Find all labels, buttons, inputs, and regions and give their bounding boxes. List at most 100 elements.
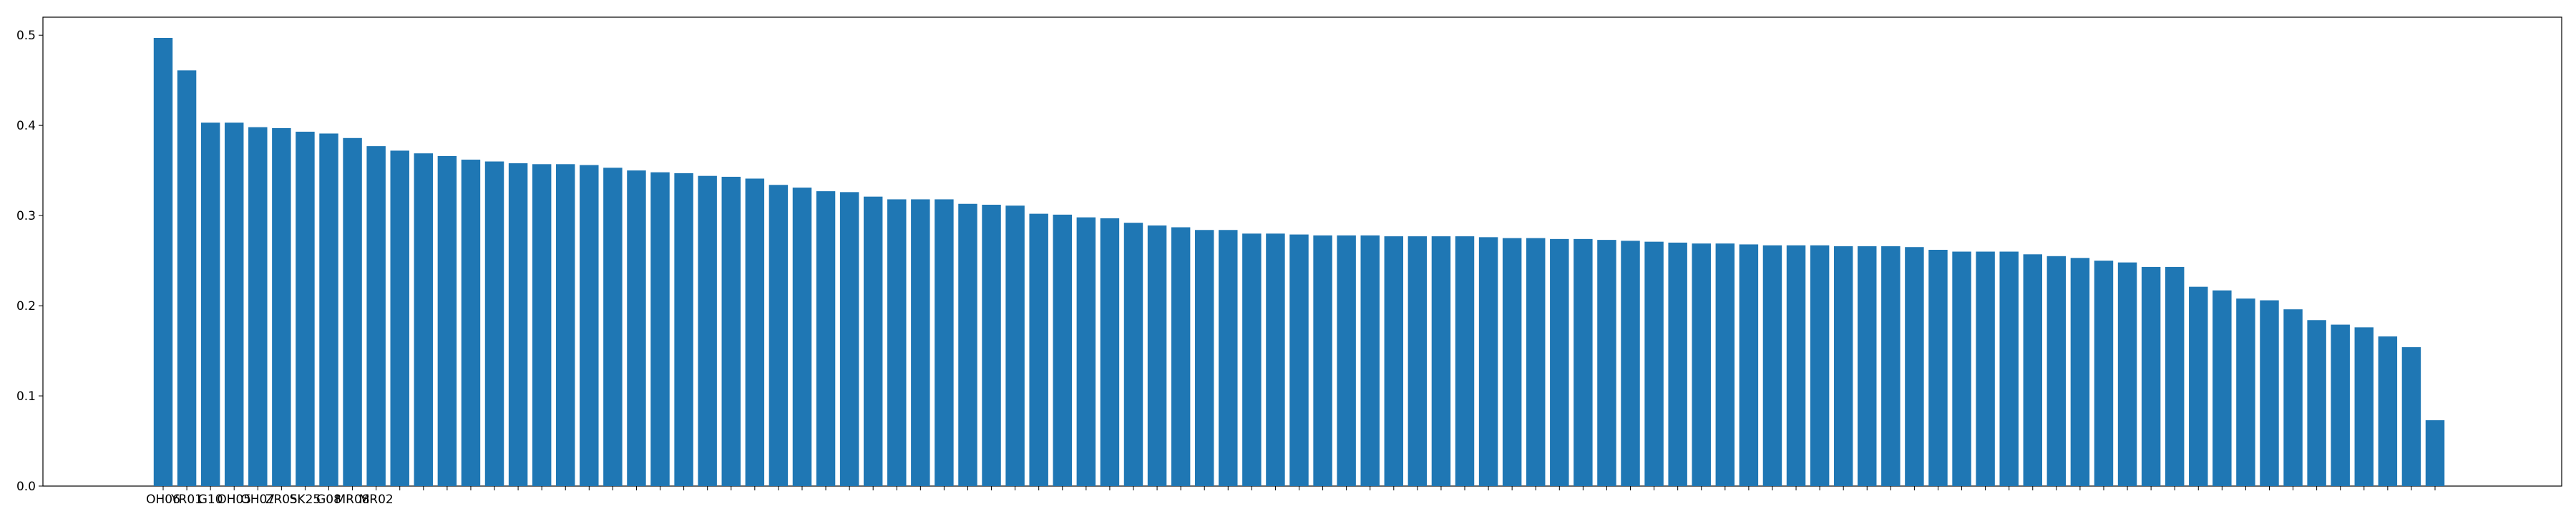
bar <box>461 160 481 486</box>
bar <box>1029 213 1048 486</box>
y-tick-label: 0.1 <box>16 389 36 404</box>
bar <box>887 199 907 486</box>
bar <box>2165 266 2185 486</box>
bar <box>1810 245 1830 486</box>
bar <box>437 155 457 486</box>
bar <box>1076 217 1096 486</box>
bar <box>1999 251 2019 486</box>
bar <box>2141 266 2161 486</box>
bar <box>1360 235 1380 486</box>
bar <box>958 203 977 486</box>
bar <box>296 131 315 486</box>
y-tick-label: 0.2 <box>16 299 36 314</box>
bar <box>2189 286 2208 486</box>
bar <box>532 164 552 486</box>
bar <box>1762 245 1782 486</box>
bar <box>1242 233 1262 486</box>
bar <box>745 178 765 486</box>
bar <box>839 192 859 486</box>
bar <box>248 127 268 486</box>
x-tick-label: MR02 <box>359 493 394 507</box>
bar <box>1715 243 1735 486</box>
bar <box>627 170 646 486</box>
bar <box>1313 235 1332 486</box>
bar <box>1100 218 1120 486</box>
bar <box>2331 324 2350 486</box>
bar <box>2378 336 2398 486</box>
bar-series <box>153 37 2445 487</box>
bar <box>603 168 623 486</box>
bar <box>414 153 434 487</box>
bar <box>2023 254 2042 486</box>
bar <box>1692 243 1711 486</box>
bar <box>1668 242 1687 486</box>
x-tick-label: ZR05 <box>265 493 298 507</box>
x-tick-label: OH05 <box>217 493 251 507</box>
bar <box>1952 251 1971 486</box>
bar <box>2425 420 2445 486</box>
bar <box>2260 300 2279 486</box>
bar <box>272 127 291 487</box>
bar <box>1858 246 1877 486</box>
bar <box>390 150 409 486</box>
bar <box>1219 230 1238 486</box>
bar <box>863 196 883 486</box>
x-tick-label: OH07 <box>240 493 275 507</box>
bar <box>2046 256 2067 486</box>
bar <box>1407 236 1428 486</box>
bar <box>1786 245 1806 486</box>
bar <box>1833 246 1853 486</box>
bar <box>650 172 670 486</box>
bar <box>1123 223 1143 486</box>
bar <box>2094 261 2114 486</box>
bar <box>556 164 575 486</box>
bar <box>1976 251 1995 486</box>
bar <box>1005 205 1025 486</box>
bar <box>1289 234 1309 486</box>
bar <box>1574 238 1593 486</box>
bar <box>2070 258 2090 486</box>
bar <box>982 205 1001 486</box>
x-tick-label: MR08 <box>336 493 370 507</box>
bar <box>1147 225 1167 486</box>
bar <box>1337 235 1356 486</box>
bar <box>2236 299 2255 486</box>
bar <box>2212 290 2232 486</box>
x-tick-label: G08 <box>316 493 341 507</box>
bar <box>366 146 386 486</box>
bar <box>1053 214 1072 486</box>
bar <box>1526 238 1546 486</box>
x-tick-label: SK25 <box>290 493 321 507</box>
bar <box>153 37 173 487</box>
bar <box>911 199 930 486</box>
y-tick-label: 0.0 <box>16 480 36 494</box>
bar <box>1455 236 1475 486</box>
x-tick-label: G10 <box>198 493 223 507</box>
bar <box>2354 327 2374 486</box>
bar <box>1502 238 1522 486</box>
bar <box>1905 247 1924 486</box>
bar <box>792 188 812 486</box>
bar <box>508 163 528 487</box>
bar <box>1266 233 1285 486</box>
bar <box>1928 249 1948 486</box>
y-tick-label: 0.3 <box>16 209 36 223</box>
bar <box>1739 244 1759 486</box>
bar <box>816 191 836 486</box>
bar <box>1621 241 1640 486</box>
bar <box>1194 230 1214 486</box>
bar <box>2283 309 2303 486</box>
bar <box>698 175 717 486</box>
bar <box>200 122 220 486</box>
y-tick-label: 0.4 <box>16 119 36 133</box>
bar <box>1478 237 1498 486</box>
bar <box>1171 227 1191 486</box>
bar <box>224 122 244 486</box>
bar <box>674 173 693 487</box>
bar <box>721 176 741 487</box>
y-tick-label: 0.5 <box>16 29 36 43</box>
bar <box>935 199 954 486</box>
